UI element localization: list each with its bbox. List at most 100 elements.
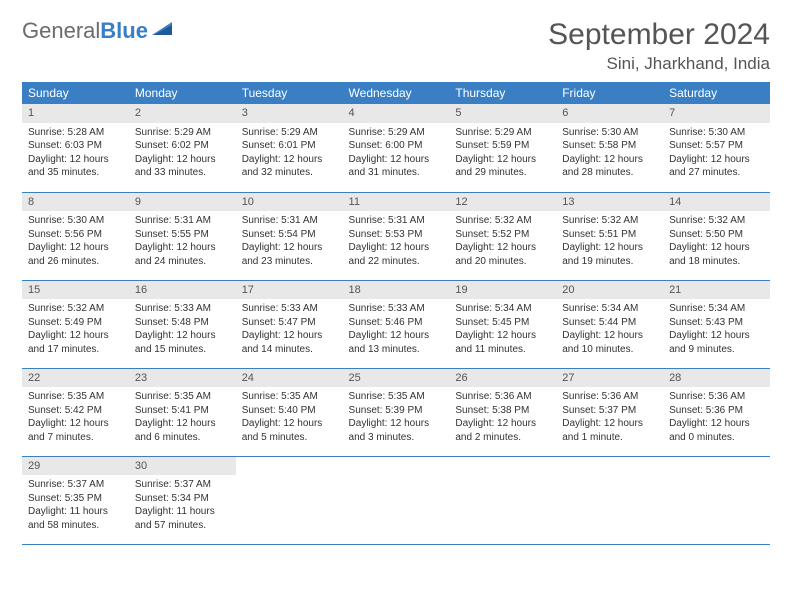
day-number: 15	[22, 281, 129, 300]
calendar-day-cell: 27Sunrise: 5:36 AMSunset: 5:37 PMDayligh…	[556, 368, 663, 456]
day-number: 16	[129, 281, 236, 300]
sunrise-text: Sunrise: 5:35 AM	[349, 390, 444, 404]
sunrise-text: Sunrise: 5:37 AM	[135, 478, 230, 492]
daylight-text: Daylight: 11 hours and 57 minutes.	[135, 505, 230, 532]
logo: GeneralBlue	[22, 18, 176, 44]
sunrise-text: Sunrise: 5:32 AM	[669, 214, 764, 228]
calendar-day-cell: 14Sunrise: 5:32 AMSunset: 5:50 PMDayligh…	[663, 192, 770, 280]
day-number: 17	[236, 281, 343, 300]
daylight-text: Daylight: 12 hours and 2 minutes.	[455, 417, 550, 444]
day-detail: Sunrise: 5:29 AMSunset: 6:00 PMDaylight:…	[343, 123, 450, 184]
day-number: 2	[129, 104, 236, 123]
day-detail: Sunrise: 5:35 AMSunset: 5:41 PMDaylight:…	[129, 387, 236, 448]
header: GeneralBlue September 2024 Sini, Jharkha…	[22, 18, 770, 74]
sunset-text: Sunset: 5:34 PM	[135, 492, 230, 506]
day-number: 28	[663, 369, 770, 388]
weekday-header: Wednesday	[343, 82, 450, 104]
calendar-day-cell: 3Sunrise: 5:29 AMSunset: 6:01 PMDaylight…	[236, 104, 343, 192]
daylight-text: Daylight: 12 hours and 20 minutes.	[455, 241, 550, 268]
day-detail: Sunrise: 5:29 AMSunset: 6:01 PMDaylight:…	[236, 123, 343, 184]
day-detail: Sunrise: 5:32 AMSunset: 5:52 PMDaylight:…	[449, 211, 556, 272]
day-detail: Sunrise: 5:32 AMSunset: 5:49 PMDaylight:…	[22, 299, 129, 360]
day-number: 25	[343, 369, 450, 388]
title-block: September 2024 Sini, Jharkhand, India	[548, 18, 770, 74]
day-detail: Sunrise: 5:34 AMSunset: 5:45 PMDaylight:…	[449, 299, 556, 360]
sunset-text: Sunset: 5:49 PM	[28, 316, 123, 330]
calendar-day-cell: 25Sunrise: 5:35 AMSunset: 5:39 PMDayligh…	[343, 368, 450, 456]
logo-triangle-icon	[152, 20, 176, 43]
daylight-text: Daylight: 12 hours and 1 minute.	[562, 417, 657, 444]
day-number: 27	[556, 369, 663, 388]
sunrise-text: Sunrise: 5:33 AM	[135, 302, 230, 316]
sunrise-text: Sunrise: 5:36 AM	[455, 390, 550, 404]
calendar-day-cell	[343, 456, 450, 544]
weekday-header: Monday	[129, 82, 236, 104]
sunrise-text: Sunrise: 5:34 AM	[455, 302, 550, 316]
daylight-text: Daylight: 12 hours and 23 minutes.	[242, 241, 337, 268]
location: Sini, Jharkhand, India	[548, 54, 770, 74]
calendar-day-cell: 17Sunrise: 5:33 AMSunset: 5:47 PMDayligh…	[236, 280, 343, 368]
sunrise-text: Sunrise: 5:31 AM	[135, 214, 230, 228]
day-number: 6	[556, 104, 663, 123]
daylight-text: Daylight: 12 hours and 26 minutes.	[28, 241, 123, 268]
day-number: 24	[236, 369, 343, 388]
weekday-header: Thursday	[449, 82, 556, 104]
weekday-header: Saturday	[663, 82, 770, 104]
day-number: 13	[556, 193, 663, 212]
sunrise-text: Sunrise: 5:32 AM	[562, 214, 657, 228]
sunset-text: Sunset: 5:37 PM	[562, 404, 657, 418]
day-detail: Sunrise: 5:34 AMSunset: 5:44 PMDaylight:…	[556, 299, 663, 360]
daylight-text: Daylight: 12 hours and 13 minutes.	[349, 329, 444, 356]
calendar-day-cell: 19Sunrise: 5:34 AMSunset: 5:45 PMDayligh…	[449, 280, 556, 368]
calendar-day-cell: 7Sunrise: 5:30 AMSunset: 5:57 PMDaylight…	[663, 104, 770, 192]
day-number: 19	[449, 281, 556, 300]
calendar-day-cell	[236, 456, 343, 544]
calendar-day-cell: 1Sunrise: 5:28 AMSunset: 6:03 PMDaylight…	[22, 104, 129, 192]
calendar-day-cell: 26Sunrise: 5:36 AMSunset: 5:38 PMDayligh…	[449, 368, 556, 456]
logo-text-gray: General	[22, 18, 100, 43]
sunset-text: Sunset: 5:46 PM	[349, 316, 444, 330]
calendar-day-cell: 18Sunrise: 5:33 AMSunset: 5:46 PMDayligh…	[343, 280, 450, 368]
daylight-text: Daylight: 12 hours and 29 minutes.	[455, 153, 550, 180]
day-number: 8	[22, 193, 129, 212]
day-detail: Sunrise: 5:30 AMSunset: 5:57 PMDaylight:…	[663, 123, 770, 184]
sunrise-text: Sunrise: 5:30 AM	[669, 126, 764, 140]
calendar-day-cell	[663, 456, 770, 544]
day-number: 30	[129, 457, 236, 476]
day-number: 20	[556, 281, 663, 300]
logo-text-blue: Blue	[100, 18, 148, 43]
calendar-day-cell: 23Sunrise: 5:35 AMSunset: 5:41 PMDayligh…	[129, 368, 236, 456]
sunrise-text: Sunrise: 5:35 AM	[135, 390, 230, 404]
sunrise-text: Sunrise: 5:37 AM	[28, 478, 123, 492]
sunrise-text: Sunrise: 5:35 AM	[242, 390, 337, 404]
sunrise-text: Sunrise: 5:36 AM	[669, 390, 764, 404]
day-number: 18	[343, 281, 450, 300]
sunset-text: Sunset: 5:38 PM	[455, 404, 550, 418]
calendar-day-cell: 21Sunrise: 5:34 AMSunset: 5:43 PMDayligh…	[663, 280, 770, 368]
day-detail: Sunrise: 5:29 AMSunset: 6:02 PMDaylight:…	[129, 123, 236, 184]
calendar-day-cell	[449, 456, 556, 544]
sunset-text: Sunset: 6:02 PM	[135, 139, 230, 153]
calendar-day-cell: 12Sunrise: 5:32 AMSunset: 5:52 PMDayligh…	[449, 192, 556, 280]
sunrise-text: Sunrise: 5:35 AM	[28, 390, 123, 404]
daylight-text: Daylight: 12 hours and 28 minutes.	[562, 153, 657, 180]
daylight-text: Daylight: 12 hours and 22 minutes.	[349, 241, 444, 268]
sunrise-text: Sunrise: 5:28 AM	[28, 126, 123, 140]
day-detail: Sunrise: 5:37 AMSunset: 5:35 PMDaylight:…	[22, 475, 129, 536]
daylight-text: Daylight: 12 hours and 7 minutes.	[28, 417, 123, 444]
daylight-text: Daylight: 12 hours and 17 minutes.	[28, 329, 123, 356]
sunset-text: Sunset: 5:42 PM	[28, 404, 123, 418]
calendar-day-cell: 4Sunrise: 5:29 AMSunset: 6:00 PMDaylight…	[343, 104, 450, 192]
month-title: September 2024	[548, 18, 770, 52]
daylight-text: Daylight: 12 hours and 3 minutes.	[349, 417, 444, 444]
sunrise-text: Sunrise: 5:34 AM	[669, 302, 764, 316]
daylight-text: Daylight: 11 hours and 58 minutes.	[28, 505, 123, 532]
sunset-text: Sunset: 5:52 PM	[455, 228, 550, 242]
daylight-text: Daylight: 12 hours and 32 minutes.	[242, 153, 337, 180]
sunset-text: Sunset: 5:47 PM	[242, 316, 337, 330]
sunrise-text: Sunrise: 5:31 AM	[242, 214, 337, 228]
day-detail: Sunrise: 5:35 AMSunset: 5:40 PMDaylight:…	[236, 387, 343, 448]
day-detail: Sunrise: 5:35 AMSunset: 5:39 PMDaylight:…	[343, 387, 450, 448]
calendar-day-cell: 28Sunrise: 5:36 AMSunset: 5:36 PMDayligh…	[663, 368, 770, 456]
calendar-day-cell: 8Sunrise: 5:30 AMSunset: 5:56 PMDaylight…	[22, 192, 129, 280]
